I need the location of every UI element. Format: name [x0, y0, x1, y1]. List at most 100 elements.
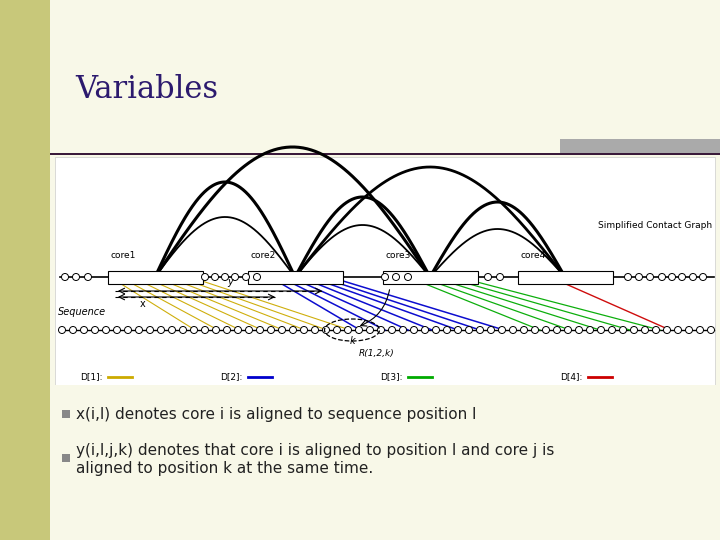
Circle shape — [498, 327, 505, 334]
Bar — [560, 139, 720, 155]
Circle shape — [158, 327, 164, 334]
Circle shape — [696, 327, 703, 334]
Circle shape — [222, 273, 228, 280]
Text: x(i,l) denotes core i is aligned to sequence position l: x(i,l) denotes core i is aligned to sequ… — [76, 407, 477, 422]
Text: D[3]:: D[3]: — [380, 373, 402, 381]
Circle shape — [256, 327, 264, 334]
Circle shape — [510, 327, 516, 334]
Circle shape — [659, 273, 665, 280]
Circle shape — [624, 273, 631, 280]
Circle shape — [636, 273, 642, 280]
Circle shape — [392, 273, 400, 280]
Circle shape — [642, 327, 649, 334]
Circle shape — [377, 327, 384, 334]
Circle shape — [356, 327, 362, 334]
Bar — [382, 271, 477, 284]
Text: core3: core3 — [385, 252, 411, 260]
Circle shape — [191, 327, 197, 334]
Circle shape — [685, 327, 693, 334]
Circle shape — [554, 327, 560, 334]
Circle shape — [497, 273, 503, 280]
Circle shape — [268, 327, 274, 334]
Circle shape — [608, 327, 616, 334]
Circle shape — [91, 327, 99, 334]
Circle shape — [61, 273, 68, 280]
Circle shape — [246, 327, 253, 334]
Bar — [55, 157, 715, 385]
Circle shape — [212, 273, 218, 280]
Circle shape — [300, 327, 307, 334]
Circle shape — [135, 327, 143, 334]
Circle shape — [235, 327, 241, 334]
Bar — [62, 454, 70, 462]
Text: Simplified Contact Graph: Simplified Contact Graph — [598, 220, 712, 230]
Circle shape — [647, 273, 654, 280]
Circle shape — [477, 327, 484, 334]
Circle shape — [619, 327, 626, 334]
Circle shape — [389, 327, 395, 334]
Circle shape — [444, 327, 451, 334]
Circle shape — [84, 273, 91, 280]
Circle shape — [243, 273, 250, 280]
Circle shape — [487, 327, 495, 334]
Circle shape — [454, 327, 462, 334]
Circle shape — [587, 327, 593, 334]
Circle shape — [678, 273, 685, 280]
Circle shape — [521, 327, 528, 334]
Circle shape — [366, 327, 374, 334]
Text: core4: core4 — [521, 252, 546, 260]
Text: D[2]:: D[2]: — [220, 373, 243, 381]
Circle shape — [223, 327, 230, 334]
Circle shape — [212, 327, 220, 334]
Circle shape — [81, 327, 88, 334]
Circle shape — [279, 327, 286, 334]
Circle shape — [652, 327, 660, 334]
Circle shape — [344, 327, 351, 334]
Circle shape — [102, 327, 109, 334]
Text: core1: core1 — [110, 252, 136, 260]
Text: y(i,l,j,k) denotes that core i is aligned to position l and core j is: y(i,l,j,k) denotes that core i is aligne… — [76, 442, 554, 457]
Circle shape — [466, 327, 472, 334]
Circle shape — [70, 327, 76, 334]
Circle shape — [542, 327, 549, 334]
Circle shape — [405, 273, 412, 280]
Circle shape — [73, 273, 79, 280]
Circle shape — [485, 273, 492, 280]
Circle shape — [168, 327, 176, 334]
Circle shape — [146, 327, 153, 334]
Circle shape — [232, 273, 238, 280]
Circle shape — [382, 273, 389, 280]
Circle shape — [179, 327, 186, 334]
Bar — [50, 152, 720, 155]
Circle shape — [668, 273, 675, 280]
Circle shape — [575, 327, 582, 334]
Text: aligned to position k at the same time.: aligned to position k at the same time. — [76, 461, 373, 476]
Circle shape — [323, 327, 330, 334]
Circle shape — [202, 327, 209, 334]
Text: D[1]:: D[1]: — [80, 373, 102, 381]
Circle shape — [700, 273, 706, 280]
Bar — [107, 271, 202, 284]
Text: y: y — [227, 277, 233, 287]
Circle shape — [690, 273, 696, 280]
Circle shape — [675, 327, 682, 334]
Text: k: k — [349, 336, 355, 346]
Text: x: x — [140, 299, 146, 309]
Text: D[4]:: D[4]: — [560, 373, 582, 381]
Circle shape — [202, 273, 209, 280]
Circle shape — [114, 327, 120, 334]
Text: R(1,2,k): R(1,2,k) — [359, 349, 395, 358]
Circle shape — [598, 327, 605, 334]
Circle shape — [125, 327, 132, 334]
Circle shape — [531, 327, 539, 334]
Bar — [50, 385, 720, 540]
Circle shape — [708, 327, 714, 334]
Circle shape — [631, 327, 637, 334]
Bar — [0, 0, 50, 540]
Circle shape — [333, 327, 341, 334]
Circle shape — [312, 327, 318, 334]
Bar — [248, 271, 343, 284]
Circle shape — [421, 327, 428, 334]
Text: Sequence: Sequence — [58, 307, 106, 317]
Text: Variables: Variables — [75, 75, 218, 105]
